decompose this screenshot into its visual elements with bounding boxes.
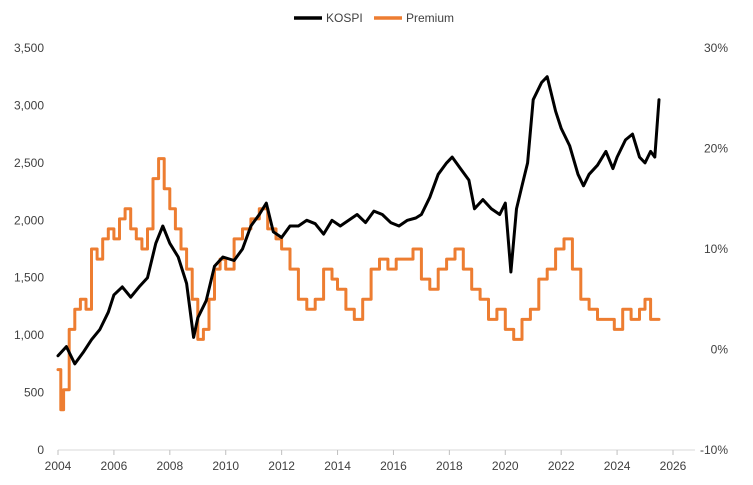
series-layer: [56, 75, 661, 412]
y-right-tick-label: 20%: [704, 142, 728, 156]
x-tick-label: 2012: [268, 459, 295, 473]
y-right-tick-label: 30%: [704, 41, 728, 55]
y-left-tick-label: 3,500: [14, 41, 44, 55]
y-left-tick-label: 0: [37, 443, 44, 457]
legend-premium-label: Premium: [406, 11, 454, 25]
x-tick-label: 2022: [548, 459, 575, 473]
y-left-tick-label: 1,500: [14, 271, 44, 285]
right-axis: -10% 0% 10% 20% 30%: [700, 41, 728, 457]
legend-kospi-label: KOSPI: [326, 11, 363, 25]
y-left-tick-label: 3,000: [14, 98, 44, 112]
left-axis: 0 500 1,000 1,500 2,000 2,500 3,000 3,500: [14, 41, 44, 457]
x-tick-label: 2020: [492, 459, 519, 473]
x-tick-label: 2026: [660, 459, 687, 473]
y-left-tick-label: 2,000: [14, 213, 44, 227]
y-right-tick-label: 0%: [711, 343, 729, 357]
y-left-tick-label: 500: [24, 386, 44, 400]
x-axis: 2004 2006 2008 2010 2012 2014 2016 2018 2020 2022…: [45, 450, 687, 473]
x-tick-label: 2014: [324, 459, 351, 473]
x-tick-label: 2018: [436, 459, 463, 473]
y-left-tick-label: 1,000: [14, 328, 44, 342]
x-tick-label: 2004: [45, 459, 72, 473]
x-tick-label: 2024: [604, 459, 631, 473]
series-line-kospi: [56, 75, 661, 366]
legend: KOSPI Premium: [294, 11, 454, 25]
x-tick-label: 2008: [156, 459, 183, 473]
series-line-premium: [56, 157, 661, 412]
x-tick-label: 2010: [212, 459, 239, 473]
y-left-tick-label: 2,500: [14, 156, 44, 170]
y-right-tick-label: -10%: [700, 443, 728, 457]
y-right-tick-label: 10%: [704, 242, 728, 256]
x-tick-label: 2006: [101, 459, 128, 473]
x-tick-label: 2016: [380, 459, 407, 473]
